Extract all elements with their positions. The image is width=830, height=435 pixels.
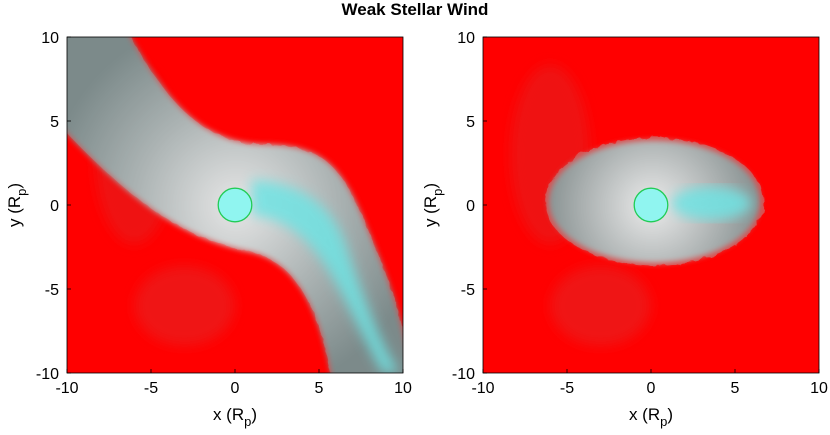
planetary-tail [671, 186, 752, 221]
y-tick-label: 5 [50, 114, 59, 131]
panel-2: -10 -5 0 5 10 -10 -5 0 5 10 x (Rp) y (Rp) [421, 30, 828, 429]
planet-marker [633, 187, 669, 223]
wind-turbulence [134, 265, 235, 346]
x-tick-label: 0 [647, 380, 656, 397]
x-tick-label: 5 [315, 380, 324, 397]
x-tick-label: -10 [471, 380, 494, 397]
y-axis-label: y (Rp) [421, 183, 445, 227]
x-tick-label: -5 [560, 380, 574, 397]
y-tick-label: 0 [50, 198, 59, 215]
y-tick-label: -5 [461, 282, 475, 299]
panel-1: -10 -5 0 5 10 -10 -5 0 5 10 x (Rp) y (Rp) [5, 30, 412, 429]
y-tick-label: 10 [41, 30, 59, 47]
x-tick-label: 10 [810, 380, 828, 397]
y-axis-label: y (Rp) [5, 183, 29, 227]
planetary-tail [251, 179, 400, 373]
y-tick-label: -5 [45, 282, 59, 299]
x-tick-label: 0 [231, 380, 240, 397]
y-tick-label: 5 [466, 114, 475, 131]
x-tick-label: 5 [731, 380, 740, 397]
y-tick-label: -10 [36, 366, 59, 383]
x-tick-label: 10 [394, 380, 412, 397]
y-tick-label: 0 [466, 198, 475, 215]
x-axis-label: x (Rp) [629, 405, 673, 429]
planet-marker [217, 187, 253, 223]
x-axis-label: x (Rp) [213, 405, 257, 429]
x-tick-label: -5 [144, 380, 158, 397]
y-tick-label: 10 [457, 30, 475, 47]
y-tick-label: -10 [452, 366, 475, 383]
x-tick-label: -10 [55, 380, 78, 397]
figure-title: Weak Stellar Wind [341, 0, 489, 19]
wind-turbulence [550, 265, 651, 346]
